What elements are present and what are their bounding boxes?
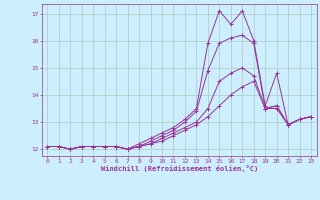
X-axis label: Windchill (Refroidissement éolien,°C): Windchill (Refroidissement éolien,°C) (100, 165, 258, 172)
